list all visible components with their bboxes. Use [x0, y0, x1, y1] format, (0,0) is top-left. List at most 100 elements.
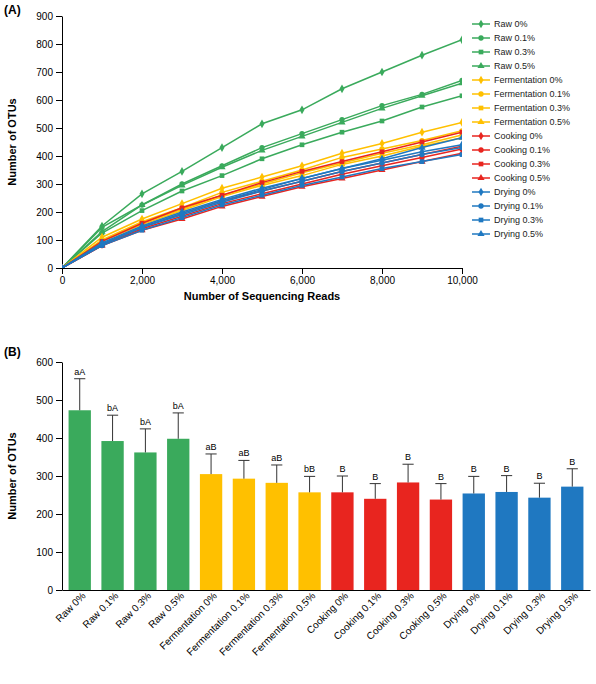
legend-label: Raw 0.3%: [494, 47, 535, 57]
series-marker: [338, 164, 345, 170]
error-bar: [539, 483, 540, 497]
legend-marker: [479, 162, 484, 167]
tick-label: 6,000: [290, 275, 315, 286]
legend-item: Fermentation 0%: [472, 75, 563, 85]
tick: 900: [36, 11, 62, 22]
axis: Raw 0%Raw 0.1%Raw 0.3%Raw 0.5%Fermentati…: [54, 590, 591, 658]
tick: Drying 0.5%: [534, 590, 580, 636]
plot-area: [62, 35, 462, 268]
series-marker: [260, 156, 265, 161]
tick-mark: [56, 128, 62, 129]
error-cap: [140, 428, 151, 429]
legend-marker: [477, 174, 484, 180]
series-marker: [180, 215, 185, 220]
tick: 0: [60, 268, 66, 286]
tick-label: 2,000: [130, 275, 155, 286]
bar: [134, 452, 156, 590]
legend-item: Fermentation 0.1%: [472, 89, 570, 99]
tick-mark: [56, 438, 62, 439]
legend-label: Cooking 0%: [494, 131, 543, 141]
series-line: [62, 155, 462, 268]
tick-mark: [222, 268, 223, 274]
tick: 500: [36, 123, 62, 134]
legend-marker: [478, 147, 483, 152]
bar: [298, 492, 320, 590]
error-bar: [506, 476, 507, 492]
series-marker: [340, 130, 345, 135]
legend-item: Cooking 0.1%: [472, 145, 550, 155]
tick-mark: [56, 156, 62, 157]
legend-label: Fermentation 0.3%: [494, 103, 570, 113]
bar: [364, 499, 386, 590]
legend: Raw 0%Raw 0.1%Raw 0.3%Raw 0.5%Fermentati…: [472, 19, 570, 239]
legend-marker: [477, 118, 484, 124]
error-bar: [243, 460, 244, 478]
plot-area: [69, 379, 584, 590]
annotation: bA: [107, 403, 118, 413]
legend-marker: [479, 218, 484, 223]
bar: [266, 483, 288, 590]
legend-item: Drying 0%: [472, 187, 536, 197]
chart-canvas: 02,0004,0006,0008,00010,0000100200300400…: [0, 0, 596, 684]
tick: 10,000: [447, 268, 478, 286]
tick: 600: [36, 357, 62, 368]
tick: 300: [36, 471, 62, 482]
series-marker: [460, 152, 462, 157]
tick-label: 600: [36, 95, 53, 106]
series-marker: [419, 128, 424, 137]
tick-mark: [142, 268, 143, 274]
tick-mark: [56, 240, 62, 241]
error-cap: [534, 483, 545, 484]
error-cap: [468, 476, 479, 477]
annotation: bA: [173, 401, 184, 411]
error-bar: [342, 476, 343, 492]
series-line: [62, 149, 462, 268]
series-marker: [259, 119, 264, 128]
bar: [528, 498, 550, 590]
legend-item: Fermentation 0.3%: [472, 103, 570, 113]
annotation: B: [405, 452, 411, 462]
tick: 200: [36, 509, 62, 520]
annotation: B: [339, 464, 345, 474]
error-bar: [572, 469, 573, 487]
tick: 500: [36, 395, 62, 406]
legend-label: Drying 0%: [494, 187, 536, 197]
tick-label: Cooking 0.5%: [397, 590, 449, 642]
tick-label: Fermentation 0.3%: [217, 590, 285, 658]
error-bar: [79, 379, 80, 411]
error-cap: [567, 468, 578, 469]
legend-label: Raw 0%: [494, 19, 528, 29]
series-line: [62, 135, 462, 268]
legend-marker: [478, 76, 483, 85]
tick: 100: [36, 547, 62, 558]
tick-mark: [56, 16, 62, 17]
error-bar: [211, 454, 212, 474]
tick-mark: [56, 212, 62, 213]
series-marker: [300, 183, 305, 188]
axis-line: [63, 268, 463, 269]
bar: [430, 500, 452, 590]
series-line: [62, 83, 462, 268]
annotation: aB: [271, 453, 282, 463]
series-line: [62, 153, 462, 268]
error-bar: [375, 484, 376, 499]
tick-label: 0: [47, 585, 53, 596]
series-marker: [219, 143, 224, 152]
tick: 600: [36, 95, 62, 106]
tick-label: 0: [47, 263, 53, 274]
tick: Fermentation 0.5%: [250, 590, 318, 658]
legend-item: Cooking 0.5%: [472, 173, 550, 183]
series-marker: [298, 174, 305, 180]
error-bar: [408, 464, 409, 482]
series-marker: [420, 159, 425, 164]
error-cap: [271, 464, 282, 465]
annotation: bA: [140, 417, 151, 427]
series-line: [62, 122, 462, 268]
series-line: [62, 138, 462, 268]
series-line: [62, 146, 462, 268]
series-marker: [180, 189, 185, 194]
series-marker: [339, 84, 344, 93]
tick-mark: [62, 268, 63, 274]
legend-marker: [478, 20, 483, 29]
annotation: aA: [74, 367, 85, 377]
